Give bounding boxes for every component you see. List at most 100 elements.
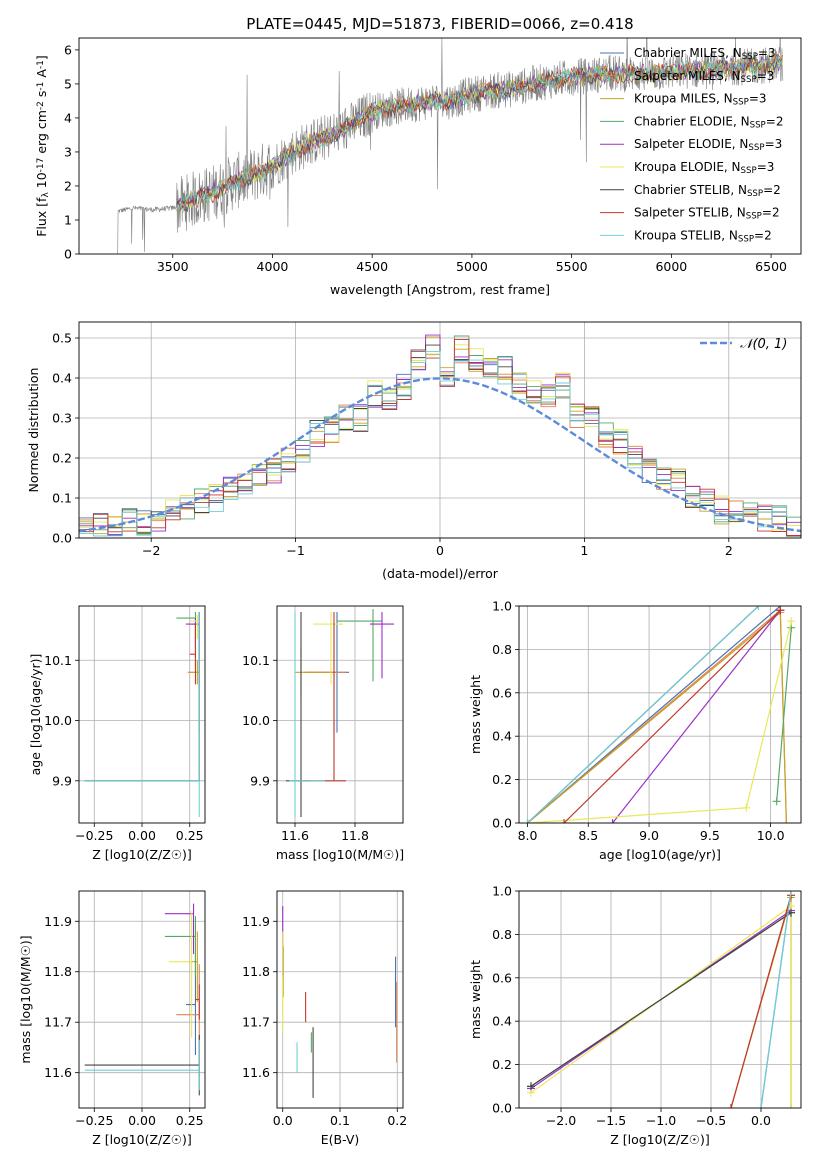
errorbar-point-2 xyxy=(295,648,331,697)
x-axis-label: (data-model)/error xyxy=(382,566,499,581)
x-tick-label: 0.1 xyxy=(330,1113,350,1128)
x-tick-label: −2 xyxy=(142,543,160,558)
x-tick-label: −1 xyxy=(286,543,304,558)
mass-weight-marker xyxy=(527,1082,535,1091)
errorbar-point-4 xyxy=(185,618,197,649)
x-tick-label: 8.5 xyxy=(578,828,598,843)
y-tick-label: 0.5 xyxy=(52,331,72,346)
x-tick-label: 0.00 xyxy=(128,1113,156,1128)
y-tick-label: 10.0 xyxy=(242,713,270,728)
y-tick-label: 11.7 xyxy=(44,1015,72,1030)
x-tick-label: 0.25 xyxy=(176,1113,204,1128)
errorbar-point-6 xyxy=(286,612,310,817)
x-tick-label: 1 xyxy=(580,543,588,558)
errorbar-point-8 xyxy=(84,612,200,817)
chart-mass-vs-Z: −0.25 0.00 0.25 11.6 11.7 11.8 11.9 Z [log10(Z/… xyxy=(18,890,206,1147)
legend-entry: Chabrier MILES, NSSP=3 xyxy=(634,46,776,62)
x-tick-label: 4500 xyxy=(356,259,388,274)
x-tick-label: 11.6 xyxy=(281,828,309,843)
plot-area xyxy=(84,903,200,1096)
x-tick-label: 0.2 xyxy=(387,1113,407,1128)
x-axis-label: wavelength [Angstrom, rest frame] xyxy=(330,282,550,297)
spectrum-legend: Chabrier MILES, NSSP=3 Salpeter MILES, NS… xyxy=(600,46,783,244)
x-axis-label: Z [log10(Z/Z☉)] xyxy=(92,1132,192,1147)
residual-histogram-8 xyxy=(79,351,801,537)
y-axis-label: mass [log10(M/M☉)] xyxy=(18,935,33,1063)
y-tick-label: 1 xyxy=(64,212,72,227)
y-tick-label: 4 xyxy=(64,110,72,125)
mass-weight-marker xyxy=(523,819,532,823)
errorbar-point-7 xyxy=(195,984,200,1020)
y-tick-label: 10.1 xyxy=(44,653,72,668)
errorbar-point-5 xyxy=(313,612,343,685)
x-tick-label: 0.0 xyxy=(273,1113,293,1128)
y-tick-label: 0.2 xyxy=(492,1057,512,1072)
model-spectrum-5 xyxy=(176,55,783,209)
y-tick-label: 10.0 xyxy=(44,713,72,728)
plot-area xyxy=(282,906,398,1098)
x-axis-label: Z [log10(Z/Z☉)] xyxy=(610,1132,710,1147)
axes-frame xyxy=(276,605,404,824)
x-tick-label: 10.0 xyxy=(757,828,785,843)
chart-massweight-vs-age: 8.0 8.5 9.0 9.5 10.0 0.0 0.2 0.4 0.6 0.8 1.0 age [l… xyxy=(468,599,802,862)
mass-weight-marker xyxy=(787,1104,795,1108)
axes-frame xyxy=(78,321,802,539)
errorbar-point-3 xyxy=(176,612,197,667)
chart-massweight-vs-Z: −2.0 −1.5 −1.0 −0.5 0.0 0.0 0.2 0.4 0.6 0.8 1.0 Z [… xyxy=(468,884,802,1147)
axes-frame xyxy=(78,605,206,824)
errorbar-point-3 xyxy=(337,609,382,682)
y-tick-label: 9.9 xyxy=(250,773,270,788)
errorbar-point-5 xyxy=(168,911,193,1038)
y-tick-label: 0.4 xyxy=(492,1014,512,1029)
mass-weight-series-6 xyxy=(530,912,792,1087)
y-tick-label: 11.9 xyxy=(242,914,270,929)
y-tick-label: 0.2 xyxy=(492,772,512,787)
axes-frame xyxy=(518,605,802,824)
plot-area xyxy=(523,606,796,823)
x-tick-label: −0.25 xyxy=(75,828,113,843)
chart-mass-vs-ebv: 0.0 0.1 0.2 11.6 11.7 11.8 11.9 E(B-V) xyxy=(242,890,407,1147)
axes-frame xyxy=(518,890,802,1109)
x-tick-label: −0.25 xyxy=(75,1113,113,1128)
mass-weight-marker xyxy=(742,803,751,812)
y-tick-label: 11.6 xyxy=(242,1065,270,1080)
x-axis-label: E(B-V) xyxy=(321,1132,360,1147)
y-tick-label: 0.4 xyxy=(52,371,72,386)
mass-weight-series-8 xyxy=(760,891,792,1108)
x-tick-label: −1.5 xyxy=(596,1113,626,1128)
x-tick-label: −0.5 xyxy=(696,1113,726,1128)
x-axis-label: Z [log10(Z/Z☉)] xyxy=(92,847,192,862)
errorbar-point-1 xyxy=(304,624,346,733)
y-axis-label: Flux [fλ 10-17 erg cm-2 s-1 A-1] xyxy=(34,55,51,237)
legend-entry: Chabrier STELIB, NSSP=2 xyxy=(634,183,781,199)
mass-weight-marker xyxy=(754,606,763,610)
y-tick-label: 0.3 xyxy=(52,411,72,426)
plot-area xyxy=(84,612,200,817)
x-tick-label: 9.5 xyxy=(700,828,720,843)
x-tick-label: 2 xyxy=(725,543,733,558)
x-tick-label: 0.00 xyxy=(128,828,156,843)
y-tick-label: 11.8 xyxy=(44,964,72,979)
x-tick-label: 6000 xyxy=(655,259,687,274)
legend-entry: Salpeter STELIB, NSSP=2 xyxy=(634,206,780,222)
y-tick-label: 0.8 xyxy=(492,927,512,942)
axes-frame xyxy=(78,37,802,255)
chart-residuals: −2 −1 0 1 2 0.0 0.1 0.2 0.3 0.4 0.5 (data-model)/er… xyxy=(26,321,802,581)
errorbar-point-7 xyxy=(304,612,346,782)
errorbar-point-2 xyxy=(189,660,198,685)
y-tick-label: 11.9 xyxy=(44,914,72,929)
y-tick-label: 0.8 xyxy=(492,642,512,657)
legend-entry: Chabrier ELODIE, NSSP=2 xyxy=(634,114,783,130)
errorbar-point-7 xyxy=(189,624,197,685)
mass-weight-marker xyxy=(787,617,796,626)
mass-weight-marker xyxy=(757,1104,765,1108)
axes-frame xyxy=(78,890,206,1109)
legend-entry: 𝒩(0, 1) xyxy=(740,337,787,352)
y-tick-label: 11.6 xyxy=(44,1065,72,1080)
y-tick-label: 0.6 xyxy=(492,970,512,985)
x-tick-label: 9.0 xyxy=(639,828,659,843)
x-tick-label: 5500 xyxy=(556,259,588,274)
x-axis-label: age [log10(age/yr)] xyxy=(599,847,721,862)
errorbar-point-0 xyxy=(185,954,197,1056)
